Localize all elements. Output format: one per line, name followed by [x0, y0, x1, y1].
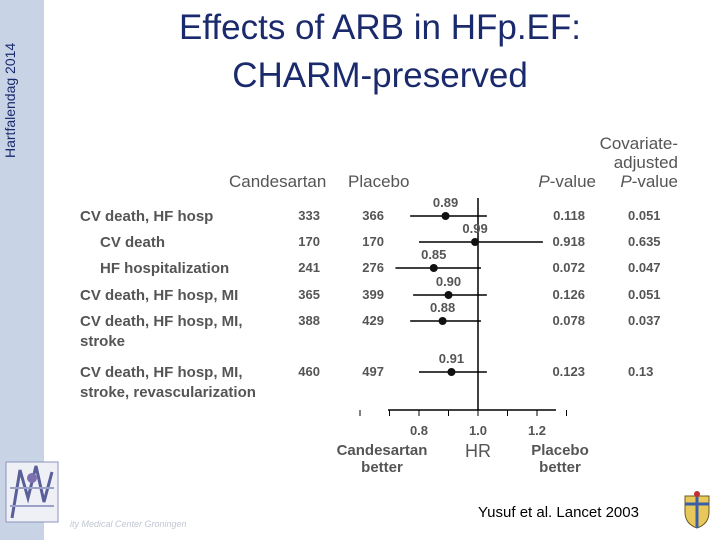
- row-label: stroke, revascularization: [80, 384, 256, 401]
- x-tick-label: 0.8: [410, 423, 428, 438]
- p-value: 0.072: [552, 260, 585, 275]
- favours-placebo: Placebo: [531, 442, 589, 459]
- header-pvalue-suffix: -value: [550, 172, 596, 191]
- adjusted-p-value: 0.051: [628, 287, 661, 302]
- hazard-ratio-point: [429, 264, 438, 272]
- hazard-ratio-label: 0.90: [436, 274, 461, 289]
- favours-candesartan: better: [361, 459, 403, 476]
- row-label: CV death, HF hosp, MI,: [80, 364, 243, 381]
- sidebar-band: Hartfalendag 2014: [0, 0, 44, 540]
- placebo-count: 276: [362, 260, 384, 275]
- p-value: 0.078: [552, 313, 585, 328]
- favours-candesartan: Candesartan: [337, 442, 428, 459]
- institution-footer: ity Medical Center Groningen: [70, 519, 187, 529]
- p-value: 0.918: [552, 234, 585, 249]
- candesartan-count: 241: [298, 260, 320, 275]
- forest-rows: CV death, HF hosp 333 366 0.118 0.051 0.89 CV …: [80, 195, 661, 410]
- row-label: CV death, HF hosp: [80, 208, 213, 225]
- adjusted-p-value: 0.13: [628, 364, 653, 379]
- row-label: CV death: [100, 234, 165, 251]
- hazard-ratio-point: [444, 291, 453, 299]
- hazard-ratio-point: [471, 238, 480, 246]
- placebo-count: 366: [362, 208, 384, 223]
- p-value: 0.118: [553, 208, 585, 223]
- hazard-ratio-label: 0.88: [430, 300, 455, 315]
- hazard-ratio-label: 0.91: [439, 351, 464, 366]
- header-placebo: Placebo: [348, 172, 409, 191]
- x-tick-label: 1.0: [469, 423, 487, 438]
- hospital-coat-of-arms-logo: [684, 491, 710, 529]
- title-line-2: CHARM-preserved: [232, 56, 528, 95]
- candesartan-count: 388: [298, 313, 320, 328]
- placebo-count: 429: [362, 313, 384, 328]
- row-label: CV death, HF hosp, MI: [80, 287, 238, 304]
- header-adjusted-line2: adjusted: [614, 153, 678, 172]
- hazard-ratio-point: [438, 317, 447, 325]
- candesartan-count: 333: [298, 208, 320, 223]
- candesartan-count: 460: [298, 364, 320, 379]
- header-adjusted-pvalue-suffix: -value: [632, 172, 678, 191]
- adjusted-p-value: 0.047: [628, 260, 661, 275]
- hazard-ratio-label: 0.89: [433, 195, 458, 210]
- x-axis-title: HR: [465, 441, 491, 461]
- header-candesartan: Candesartan: [229, 172, 326, 191]
- citation: Yusuf et al. Lancet 2003: [478, 504, 639, 521]
- header-pvalue: P-value: [538, 172, 596, 191]
- slide-title: Effects of ARB in HFp.EF: CHARM-preserve…: [130, 4, 630, 100]
- p-value: 0.126: [552, 287, 585, 302]
- row-label: stroke: [80, 333, 125, 350]
- hazard-ratio-point: [447, 368, 456, 376]
- university-crest-logo: [5, 461, 59, 523]
- x-tick-label: 1.2: [528, 423, 546, 438]
- candesartan-count: 365: [298, 287, 320, 302]
- hazard-ratio-label: 0.85: [421, 247, 446, 262]
- hazard-ratio-point: [441, 212, 450, 220]
- adjusted-p-value: 0.635: [628, 234, 661, 249]
- placebo-count: 497: [362, 364, 384, 379]
- title-line-1: Effects of ARB in HFp.EF:: [178, 8, 581, 47]
- placebo-count: 399: [362, 287, 384, 302]
- header-adjusted-line1: Covariate-: [600, 134, 678, 153]
- adjusted-p-value: 0.037: [628, 313, 661, 328]
- header-adjusted-pvalue: P-value: [620, 172, 678, 191]
- x-axis: 0.8 1.0 1.2HRCandesartanbetterPlacebobette…: [337, 409, 589, 476]
- row-label: HF hospitalization: [100, 260, 229, 277]
- placebo-count: 170: [362, 234, 384, 249]
- favours-placebo: better: [539, 459, 581, 476]
- row-label: CV death, HF hosp, MI,: [80, 313, 243, 330]
- candesartan-count: 170: [298, 234, 320, 249]
- hazard-ratio-label: 0.99: [462, 221, 487, 236]
- p-value: 0.123: [552, 364, 585, 379]
- adjusted-p-value: 0.051: [628, 208, 661, 223]
